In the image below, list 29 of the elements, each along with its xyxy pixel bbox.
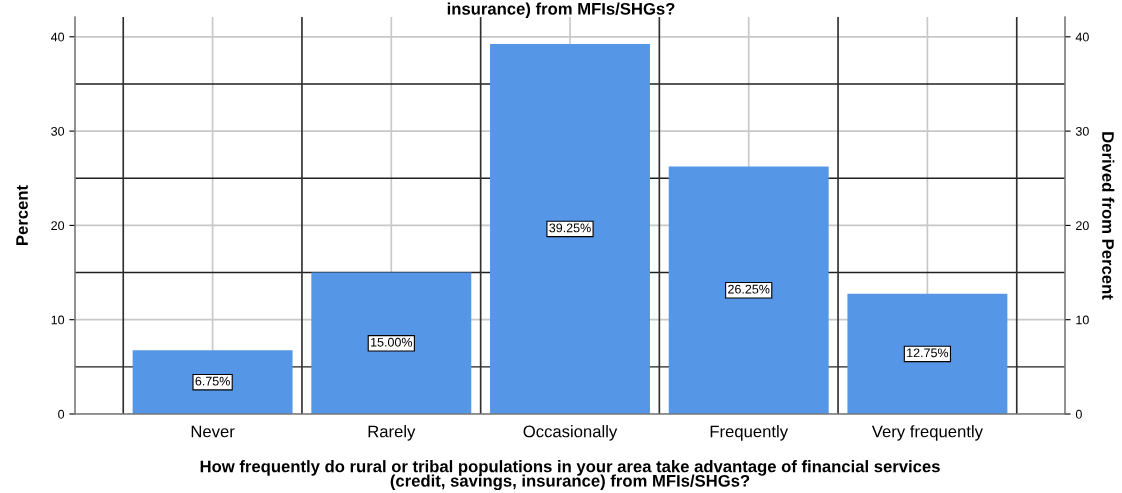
- bar: [132, 350, 293, 414]
- x-tick-label: Rarely: [368, 425, 416, 441]
- data-label: 39.25%: [549, 223, 591, 233]
- y2-tick-label: 40: [1075, 32, 1089, 42]
- data-label: 15.00%: [371, 337, 413, 347]
- bar: [847, 293, 1008, 414]
- x-tick-label: Very frequently: [871, 425, 983, 441]
- bar: [490, 43, 650, 414]
- x-tick-label: Occasionally: [523, 425, 618, 441]
- data-label: 6.75%: [195, 376, 230, 386]
- y-tick-label: 40: [50, 32, 65, 42]
- data-label: 12.75%: [907, 348, 949, 358]
- x-tick-label: Never: [191, 425, 235, 438]
- bar: [311, 272, 472, 414]
- y-axis-title: Percent: [16, 185, 28, 245]
- x-axis-title: How frequently do rural or tribal populations in your area take advantage of financial services (credit, savings, insurance) from MFIs/SHGs?: [200, 460, 940, 491]
- y2-axis-title: Derived from Percent: [1102, 132, 1115, 300]
- y2-tick-label: 0: [1075, 409, 1082, 419]
- y2-tick-label: 30: [1075, 126, 1089, 136]
- bar: [668, 166, 829, 414]
- data-label: 26.25%: [728, 284, 770, 294]
- chart-title: insurance) from MFIs/SHGs?: [447, 2, 675, 18]
- y2-tick-label: 20: [1076, 221, 1089, 231]
- x-tick-label: Frequently: [710, 425, 789, 441]
- y-tick-label: 30: [51, 126, 65, 136]
- y-tick-label: 0: [58, 409, 65, 419]
- y2-tick-label: 10: [1076, 315, 1089, 325]
- y-tick-label: 20: [51, 221, 65, 231]
- y-tick-label: 10: [51, 315, 65, 325]
